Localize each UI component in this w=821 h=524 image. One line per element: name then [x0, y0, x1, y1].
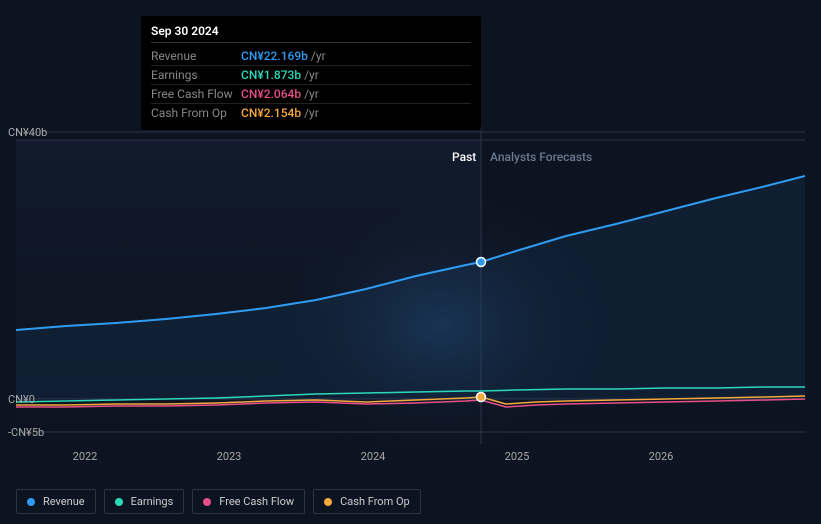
- tooltip-row: EarningsCN¥1.873b/yr: [151, 66, 471, 85]
- legend-label: Cash From Op: [340, 495, 410, 508]
- y-axis-label: -CN¥5b: [8, 426, 44, 439]
- tooltip-row: RevenueCN¥22.169b/yr: [151, 47, 471, 66]
- tooltip-metric-value: CN¥1.873b: [241, 68, 301, 82]
- legend-item-revenue[interactable]: Revenue: [16, 489, 96, 514]
- x-axis-label: 2026: [649, 450, 674, 463]
- legend-dot-icon: [27, 498, 35, 506]
- tooltip-metric-unit: /yr: [311, 49, 326, 63]
- section-label: Analysts Forecasts: [490, 150, 592, 164]
- tooltip-metric-value: CN¥2.064b: [241, 87, 301, 101]
- section-label: Past: [452, 150, 476, 164]
- tooltip-row: Cash From OpCN¥2.154b/yr: [151, 104, 471, 122]
- tooltip-row: Free Cash FlowCN¥2.064b/yr: [151, 85, 471, 104]
- line-chart-svg: [16, 126, 805, 444]
- x-axis-label: 2024: [361, 450, 386, 463]
- tooltip-metric-unit: /yr: [304, 87, 319, 101]
- legend-dot-icon: [324, 498, 332, 506]
- legend-label: Earnings: [131, 495, 174, 508]
- chart-legend: Revenue Earnings Free Cash Flow Cash From O…: [16, 489, 421, 514]
- tooltip-metric-value: CN¥22.169b: [241, 49, 308, 63]
- chart-tooltip: Sep 30 2024 RevenueCN¥22.169b/yrEarnings…: [141, 16, 481, 130]
- legend-item-free-cash-flow[interactable]: Free Cash Flow: [192, 489, 305, 514]
- legend-dot-icon: [203, 498, 211, 506]
- tooltip-date: Sep 30 2024: [151, 24, 471, 43]
- chart-area[interactable]: [16, 126, 805, 444]
- tooltip-metric-label: Cash From Op: [151, 106, 241, 120]
- x-axis-label: 2023: [217, 450, 242, 463]
- legend-label: Free Cash Flow: [219, 495, 294, 508]
- x-axis-label: 2022: [73, 450, 98, 463]
- tooltip-metric-unit: /yr: [304, 106, 319, 120]
- tooltip-metric-value: CN¥2.154b: [241, 106, 301, 120]
- tooltip-metric-label: Revenue: [151, 49, 241, 63]
- tooltip-metric-label: Free Cash Flow: [151, 87, 241, 101]
- tooltip-metric-label: Earnings: [151, 68, 241, 82]
- y-axis-label: CN¥40b: [8, 126, 47, 139]
- y-axis-label: CN¥0: [8, 393, 35, 406]
- legend-label: Revenue: [43, 495, 85, 508]
- legend-dot-icon: [115, 498, 123, 506]
- x-axis-label: 2025: [505, 450, 530, 463]
- legend-item-earnings[interactable]: Earnings: [104, 489, 185, 514]
- legend-item-cash-from-op[interactable]: Cash From Op: [313, 489, 421, 514]
- tooltip-metric-unit: /yr: [304, 68, 319, 82]
